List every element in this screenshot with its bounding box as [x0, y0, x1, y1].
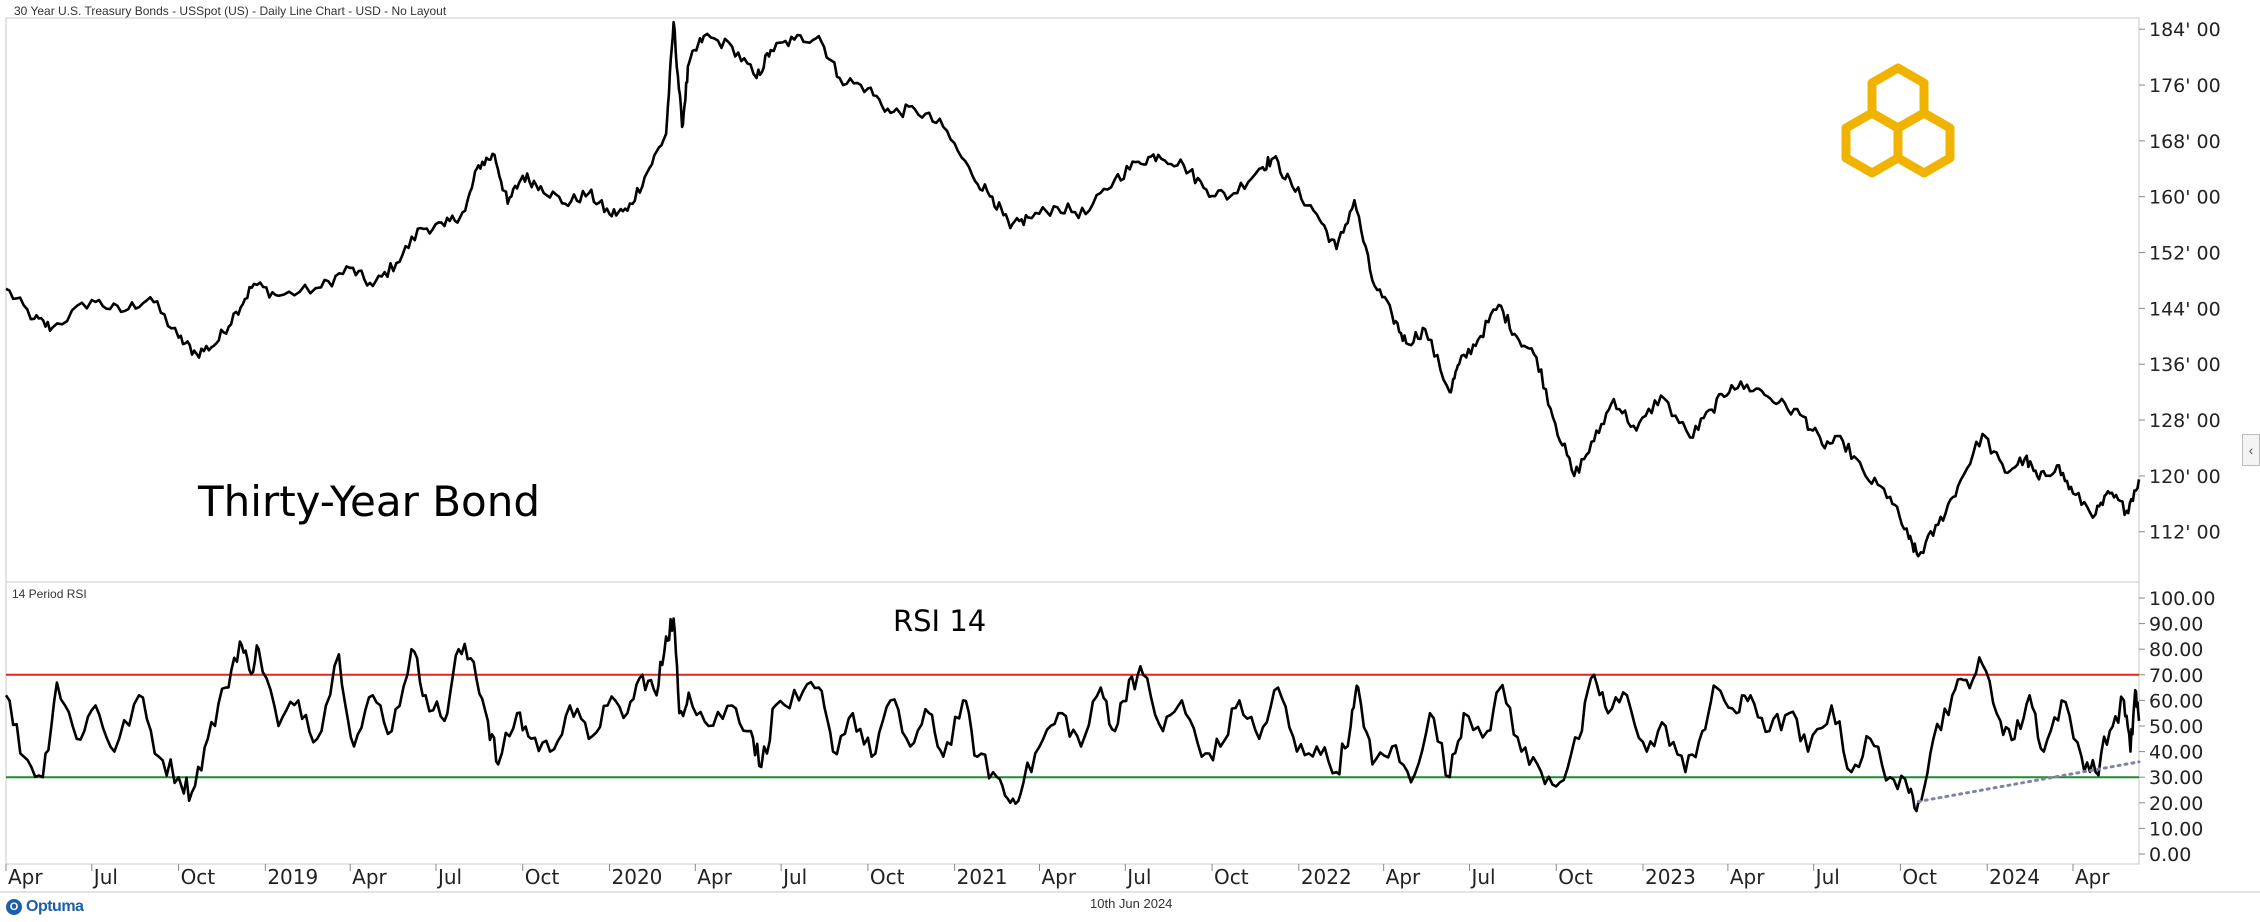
rsi-panel-frame	[5, 581, 2140, 865]
price-series-group	[5, 20, 2141, 558]
rsi-y-tick-label: 50.00	[2149, 716, 2203, 738]
price-y-tick-label: 136' 00	[2149, 354, 2221, 376]
price-y-tick-label: 160' 00	[2149, 187, 2221, 209]
rsi-y-tick-label: 30.00	[2149, 767, 2203, 789]
price-y-tick-label: 176' 00	[2149, 75, 2221, 97]
price-y-tick-label: 128' 00	[2149, 410, 2221, 432]
x-tick-label: Oct	[181, 865, 216, 889]
price-y-tick-label: 144' 00	[2149, 298, 2221, 320]
x-tick-label: Jul	[436, 865, 462, 889]
x-tick-label: Oct	[1214, 865, 1249, 889]
x-tick-label: Oct	[525, 865, 560, 889]
x-tick-label: Jul	[1125, 865, 1151, 889]
x-tick-label: 2020	[612, 865, 663, 889]
optuma-brand: O Optuma	[6, 896, 84, 918]
x-tick-label: 2022	[1301, 865, 1352, 889]
rsi-y-tick-label: 80.00	[2149, 639, 2203, 661]
x-tick-label: Apr	[352, 865, 387, 889]
x-tick-label: Apr	[697, 865, 732, 889]
rsi-panel-title: 14 Period RSI	[12, 587, 87, 601]
price-y-tick-label: 168' 00	[2149, 131, 2221, 153]
x-tick-label: Jul	[92, 865, 118, 889]
x-tick-label: 2021	[957, 865, 1008, 889]
chart-header-title: 30 Year U.S. Treasury Bonds - USSpot (US…	[14, 4, 447, 18]
price-y-axis: 184' 00 176' 00 168' 00 160' 00 152' 00 144' …	[2139, 19, 2221, 544]
rsi-y-tick-label: 90.00	[2149, 614, 2203, 636]
x-tick-label: Oct	[870, 865, 905, 889]
x-tick-label: Jul	[1469, 865, 1495, 889]
rsi-y-tick-label: 0.00	[2149, 844, 2191, 866]
rsi-y-tick-label: 10.00	[2149, 818, 2203, 840]
chevron-left-icon[interactable]: ‹	[2242, 434, 2260, 466]
price-series-line	[5, 20, 2141, 558]
x-axis: Apr Jul Oct 2019 Apr Jul Oct 2020 Apr Jul Oct 2021 A…	[5, 864, 2110, 889]
x-tick-label: Oct	[1902, 865, 1937, 889]
rsi-y-tick-label: 20.00	[2149, 793, 2203, 815]
rsi-series-line	[4, 617, 2141, 813]
rsi-y-axis: 100.00 90.00 80.00 70.00 60.00 50.00 40.00 30.0…	[2139, 588, 2215, 866]
rsi-trend-line	[1916, 760, 2141, 804]
price-y-tick-label: 152' 00	[2149, 243, 2221, 265]
rsi-reference-lines	[6, 673, 2139, 779]
x-tick-label: Oct	[1558, 865, 1593, 889]
x-tick-label: 2023	[1645, 865, 1696, 889]
x-tick-label: Apr	[2075, 865, 2110, 889]
rsi-y-tick-label: 40.00	[2149, 742, 2203, 764]
price-y-tick-label: 112' 00	[2149, 522, 2221, 544]
x-tick-label: Jul	[781, 865, 807, 889]
rsi-y-tick-label: 70.00	[2149, 665, 2203, 687]
x-tick-label: Apr	[1041, 865, 1076, 889]
footer-date: 10th Jun 2024	[1090, 896, 1173, 911]
x-tick-label: 2024	[1989, 865, 2040, 889]
x-tick-label: 2019	[267, 865, 318, 889]
price-annotation: Thirty-Year Bond	[197, 477, 540, 526]
price-y-tick-label: 120' 00	[2149, 466, 2221, 488]
rsi-y-tick-label: 60.00	[2149, 690, 2203, 712]
x-tick-label: Apr	[1730, 865, 1765, 889]
rsi-y-tick-label: 100.00	[2149, 588, 2215, 610]
x-tick-label: Jul	[1814, 865, 1840, 889]
x-tick-label: Apr	[1386, 865, 1421, 889]
rsi-series-group	[4, 617, 2141, 813]
price-y-tick-label: 184' 00	[2149, 19, 2221, 41]
rsi-annotation: RSI 14	[893, 604, 986, 638]
triple-hexagon-logo-icon	[1841, 63, 1955, 178]
x-tick-label: Apr	[8, 865, 43, 889]
brand-label: Optuma	[26, 898, 84, 915]
optuma-logo-icon: O	[6, 899, 22, 915]
